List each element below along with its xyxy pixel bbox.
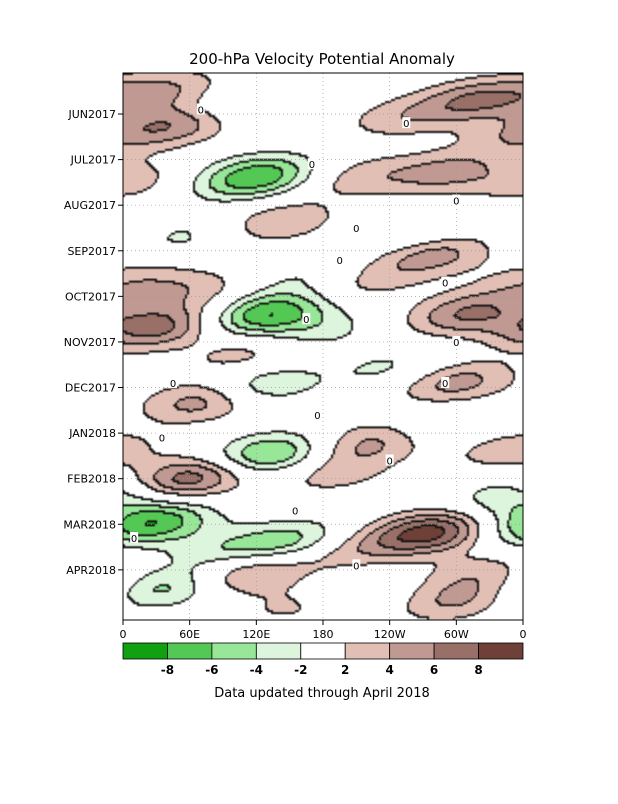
y-axis: JUN2017 JUL2017 AUG2017 SEP2017 OCT2017 NOV20… <box>63 108 123 577</box>
contour-label-bg <box>169 376 177 388</box>
gridlines <box>123 73 523 620</box>
y-tick-label: AUG2017 <box>64 199 116 212</box>
x-tick-label: 60E <box>179 628 200 641</box>
y-tick-label: OCT2017 <box>65 290 116 303</box>
contour-label-bg <box>157 431 166 443</box>
x-tick-label: 120W <box>374 628 406 641</box>
x-tick-label: 0 <box>520 628 527 641</box>
contour-label-bg <box>441 276 450 288</box>
contour-label: 0 <box>303 315 309 326</box>
plot-area: 0 0 0 0 0 0 0 0 0 0 0 0 0 0 0 0 0 <box>122 72 524 621</box>
contour-label-bg <box>291 504 300 516</box>
y-tick-label: JUL2017 <box>70 154 116 167</box>
contour-label-bg <box>402 117 411 129</box>
contour-labels: 0 0 0 0 0 0 0 0 0 0 0 0 0 0 0 0 0 <box>130 103 461 572</box>
contour-label: 0 <box>198 105 204 116</box>
colorbar-swatch <box>122 642 168 660</box>
contour-label: 0 <box>170 379 176 390</box>
x-axis: 0 60E 120E 180 120W 60W 0 <box>120 620 527 641</box>
y-tick-label: JAN2018 <box>68 427 116 440</box>
contour-label-bg <box>302 313 311 325</box>
x-tick-label: 180 <box>313 628 334 641</box>
x-tick-label: 120E <box>242 628 270 641</box>
contour-label: 0 <box>403 119 409 130</box>
x-tick-label: 0 <box>120 628 127 641</box>
contour-label-bg <box>385 454 394 466</box>
contour-label-bg <box>313 408 322 420</box>
contour-label: 0 <box>453 338 459 349</box>
colorbar-swatch <box>344 642 391 660</box>
contour-label-bg <box>307 158 316 170</box>
contour-label: 0 <box>314 411 320 422</box>
y-tick-label: APR2018 <box>66 564 116 577</box>
y-tick-label: JUN2017 <box>67 108 116 121</box>
colorbar: -8 -6 -4 -2 2 4 6 8 <box>122 642 524 677</box>
colorbar-swatch <box>433 642 479 660</box>
colorbar-label: -4 <box>250 663 263 677</box>
contour-label: 0 <box>353 224 359 235</box>
contour-label: 0 <box>442 379 448 390</box>
contour-label-bg <box>352 221 361 233</box>
colorbar-swatch <box>211 642 257 660</box>
chart-title: 200-hPa Velocity Potential Anomaly <box>189 50 455 68</box>
contour-label-bg <box>335 253 344 265</box>
contour-label-bg <box>452 194 461 206</box>
contour-label-bg <box>196 103 205 115</box>
contour-label-bg <box>441 376 450 388</box>
y-tick-label: MAR2018 <box>63 518 116 531</box>
y-tick-label: NOV2017 <box>64 336 116 349</box>
contour-label: 0 <box>309 160 315 171</box>
colorbar-swatch <box>389 642 435 660</box>
contour-label: 0 <box>292 507 298 518</box>
colorbar-label: 6 <box>430 663 438 677</box>
colorbar-swatch <box>478 642 524 660</box>
contour-label-bg <box>352 559 361 571</box>
y-tick-label: DEC2017 <box>65 382 116 395</box>
colorbar-label: -8 <box>161 663 174 677</box>
y-tick-label: SEP2017 <box>67 245 116 258</box>
contour-label-bg <box>130 531 139 543</box>
contour-label: 0 <box>386 456 392 467</box>
contour-label: 0 <box>442 279 448 290</box>
contour-label: 0 <box>159 434 165 445</box>
x-tick-label: 60W <box>444 628 469 641</box>
y-tick-label: FEB2018 <box>67 473 116 486</box>
contour-label: 0 <box>353 561 359 572</box>
colorbar-swatch <box>300 642 346 660</box>
contour-label-bg <box>452 335 461 347</box>
colorbar-swatch <box>167 642 213 660</box>
colorbar-label: 8 <box>474 663 482 677</box>
colorbar-swatch <box>255 642 302 660</box>
colorbar-label: 4 <box>385 663 393 677</box>
colorbar-label: -6 <box>205 663 218 677</box>
contour-label: 0 <box>131 534 137 545</box>
contour-label: 0 <box>453 197 459 208</box>
contour-label: 0 <box>336 256 342 267</box>
colorbar-label: -2 <box>294 663 307 677</box>
footnote: Data updated through April 2018 <box>214 686 430 701</box>
colorbar-label: 2 <box>341 663 349 677</box>
